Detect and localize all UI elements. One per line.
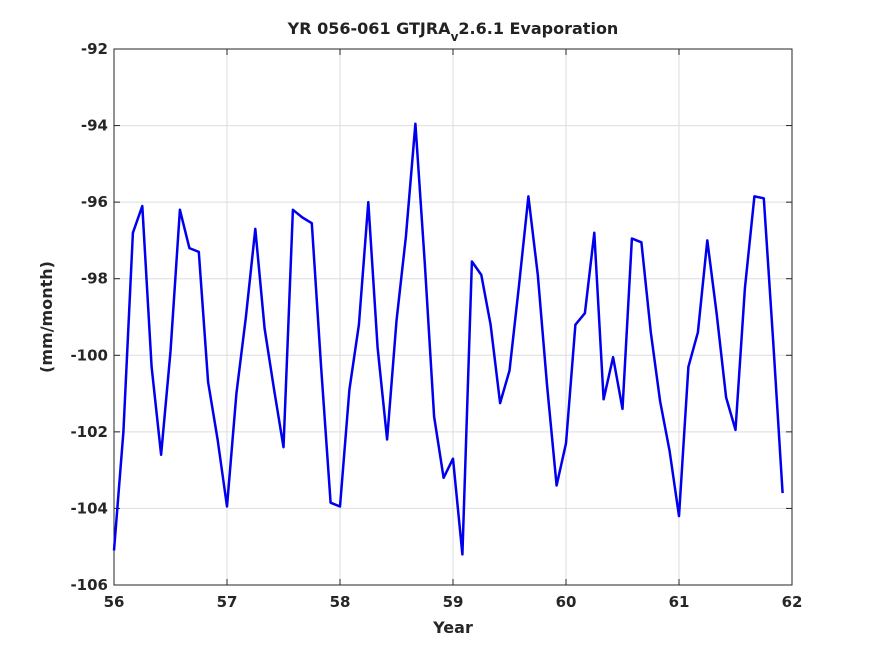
y-tick-label: -104 <box>70 499 108 517</box>
y-axis-label: (mm/month) <box>37 261 56 373</box>
series-line <box>112 122 784 556</box>
y-tick-label: -102 <box>70 423 108 441</box>
x-tick-label: 60 <box>556 593 577 611</box>
y-tick-label: -94 <box>81 117 108 135</box>
x-tick-label: 57 <box>217 593 238 611</box>
series <box>112 122 784 556</box>
y-tick-label: -96 <box>81 193 108 211</box>
chart-title-rest: 2.6.1 Evaporation <box>458 19 618 38</box>
x-axis-label: Year <box>432 618 473 637</box>
x-tick-label: 58 <box>330 593 351 611</box>
chart-title-main: YR 056-061 GTJRA <box>287 19 452 38</box>
x-tick-label: 56 <box>104 593 125 611</box>
x-tick-label: 62 <box>782 593 803 611</box>
y-tick-label: -98 <box>81 270 108 288</box>
ticks: 56 57 58 59 60 61 62 -92 -94 -96 -98 -100 -102 -104 -1… <box>70 40 802 611</box>
chart-title-subscript: v <box>451 30 459 44</box>
x-tick-label: 61 <box>669 593 690 611</box>
y-tick-label: -106 <box>70 576 108 594</box>
y-tick-label: -92 <box>81 40 108 58</box>
x-tick-label: 59 <box>443 593 464 611</box>
chart-title: YR 056-061 GTJRAv2.6.1 Evaporation <box>287 19 619 44</box>
y-tick-label: -100 <box>70 346 108 364</box>
